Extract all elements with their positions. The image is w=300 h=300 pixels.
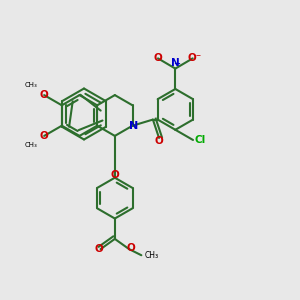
Text: O⁻: O⁻ xyxy=(187,53,201,63)
Text: N: N xyxy=(171,58,180,68)
Text: O: O xyxy=(110,170,119,180)
Text: CH₃: CH₃ xyxy=(144,251,158,260)
Text: CH₃: CH₃ xyxy=(25,82,38,88)
Text: O: O xyxy=(154,53,162,63)
Text: CH₃: CH₃ xyxy=(25,142,38,148)
Text: O: O xyxy=(40,90,49,100)
Text: +: + xyxy=(173,59,180,68)
Text: Cl: Cl xyxy=(194,135,206,145)
Text: O: O xyxy=(40,131,49,141)
Text: O: O xyxy=(154,136,164,146)
Text: N: N xyxy=(129,121,139,131)
Text: O: O xyxy=(126,243,135,253)
Text: O: O xyxy=(95,244,103,254)
